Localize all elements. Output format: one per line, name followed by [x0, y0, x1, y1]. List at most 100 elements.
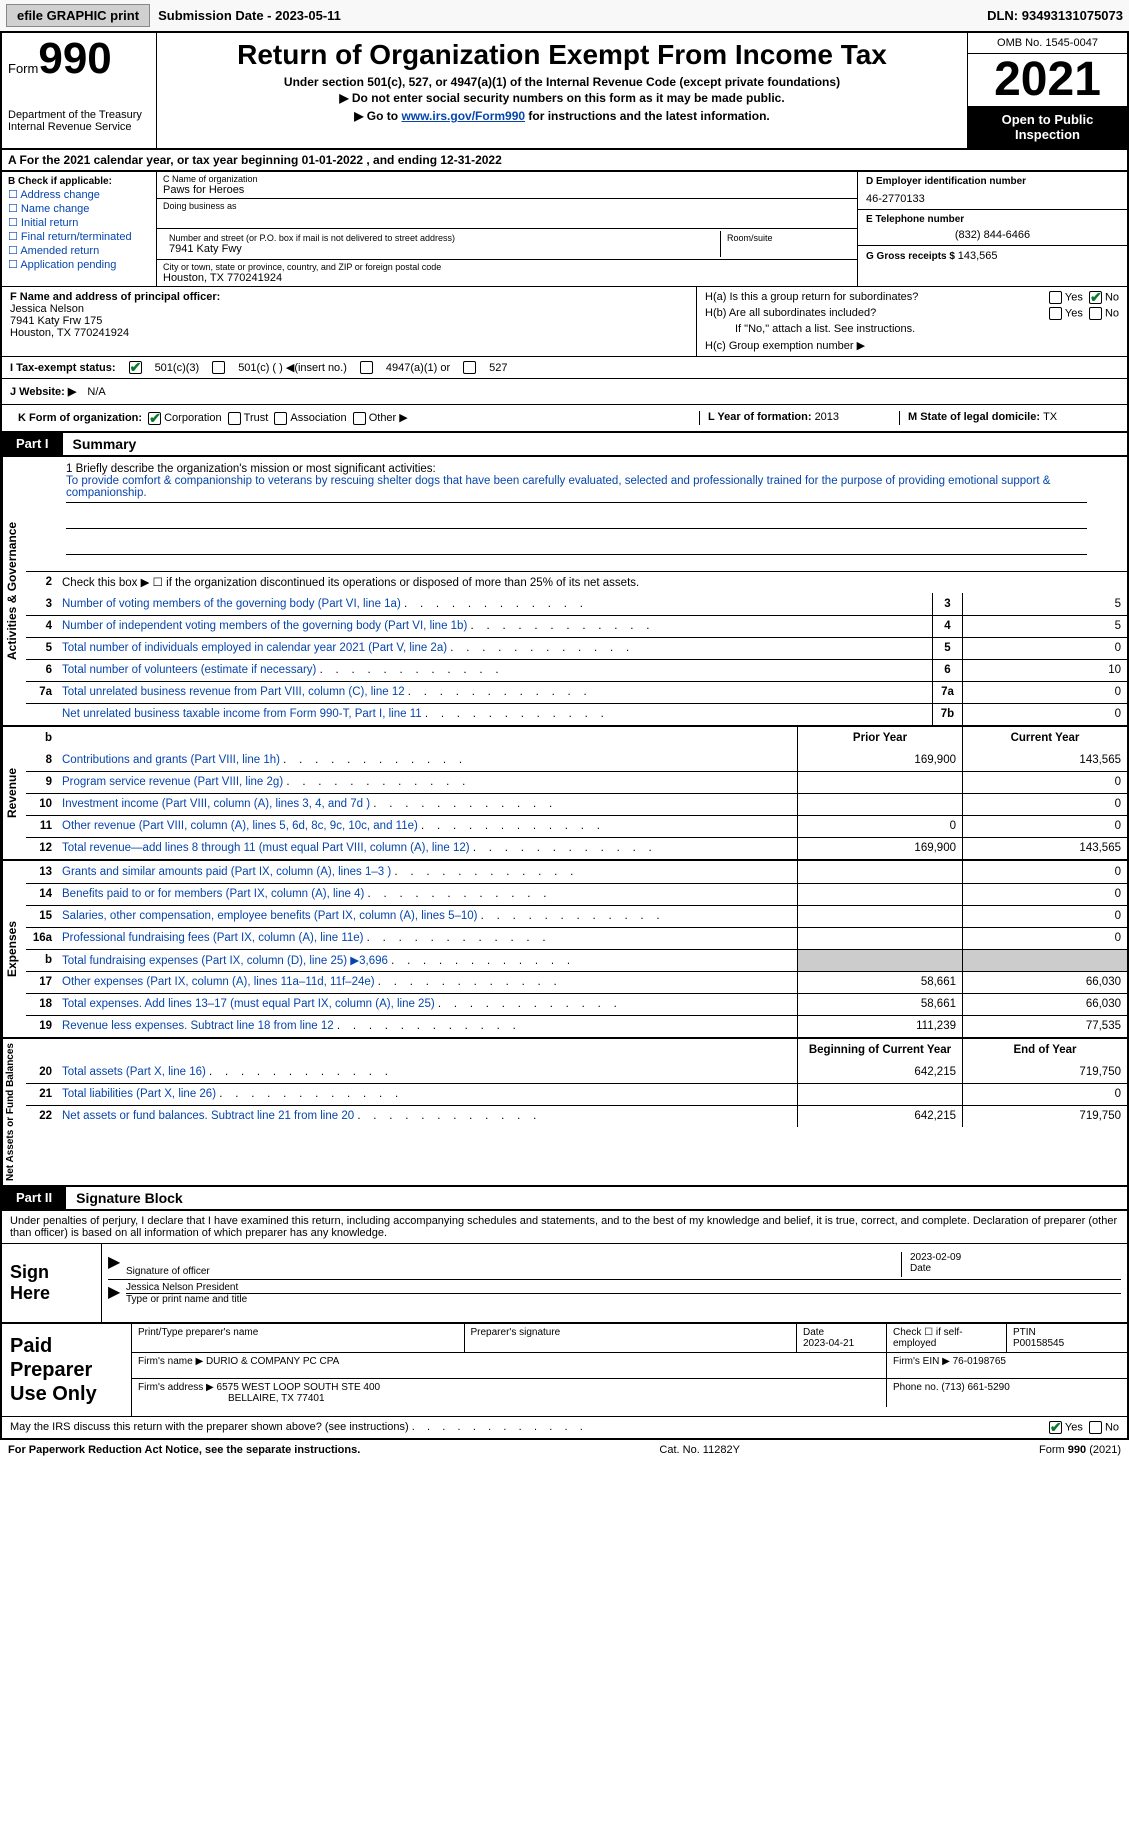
chk-501c[interactable]	[212, 361, 225, 374]
chk-corporation[interactable]	[148, 412, 161, 425]
form-number-block: Form990 Department of the Treasury Inter…	[2, 33, 157, 148]
chk-trust[interactable]	[228, 412, 241, 425]
summary-line: 20Total assets (Part X, line 16)642,2157…	[26, 1061, 1127, 1083]
part-1-header: Part I Summary	[0, 433, 1129, 457]
room-label: Room/suite	[727, 233, 845, 243]
col-prior: Prior Year	[797, 727, 962, 749]
irs-link[interactable]: www.irs.gov/Form990	[401, 109, 525, 123]
prep-date-label: Date	[803, 1327, 824, 1338]
efile-button[interactable]: efile GRAPHIC print	[6, 4, 150, 27]
section-c: C Name of organization Paws for Heroes D…	[157, 172, 857, 286]
summary-line: 17Other expenses (Part IX, column (A), l…	[26, 971, 1127, 993]
form-ref: Form 990 (2021)	[1039, 1444, 1121, 1456]
chk-final-return[interactable]: ☐ Final return/terminated	[8, 230, 150, 243]
paperwork-notice: For Paperwork Reduction Act Notice, see …	[8, 1444, 360, 1456]
dln: DLN: 93493131075073	[987, 8, 1123, 23]
chk-4947[interactable]	[360, 361, 373, 374]
ptin-label: PTIN	[1013, 1327, 1036, 1338]
tab-revenue: Revenue	[2, 727, 26, 859]
signature-intro: Under penalties of perjury, I declare th…	[0, 1211, 1129, 1243]
officer-name: Jessica Nelson	[10, 303, 688, 315]
tax-year: 2021	[968, 54, 1127, 106]
chk-initial-return[interactable]: ☐ Initial return	[8, 216, 150, 229]
form-title: Return of Organization Exempt From Incom…	[165, 39, 959, 71]
city-label: City or town, state or province, country…	[163, 262, 851, 272]
form-subtitle-1: Under section 501(c), 527, or 4947(a)(1)…	[165, 75, 959, 89]
firm-ein: 76-0198765	[953, 1356, 1006, 1367]
firm-addr2: BELLAIRE, TX 77401	[228, 1393, 325, 1404]
tab-activities: Activities & Governance	[2, 457, 26, 725]
summary-line: 13Grants and similar amounts paid (Part …	[26, 861, 1127, 883]
chk-address-change[interactable]: ☐ Address change	[8, 188, 150, 201]
summary-line: 18Total expenses. Add lines 13–17 (must …	[26, 993, 1127, 1015]
top-toolbar: efile GRAPHIC print Submission Date - 20…	[0, 0, 1129, 33]
part-2-header: Part II Signature Block	[0, 1187, 1129, 1211]
officer-addr1: 7941 Katy Frw 175	[10, 315, 688, 327]
firm-name: DURIO & COMPANY PC CPA	[206, 1356, 339, 1367]
arrow-icon: ▶	[108, 1252, 126, 1277]
summary-line: 3Number of voting members of the governi…	[26, 593, 1127, 615]
summary-line: 4Number of independent voting members of…	[26, 615, 1127, 637]
prep-name-label: Print/Type preparer's name	[132, 1324, 465, 1352]
state-domicile: TX	[1043, 411, 1057, 423]
sign-here-label: Sign Here	[2, 1244, 102, 1322]
summary-line: 5Total number of individuals employed in…	[26, 637, 1127, 659]
summary-line: 7aTotal unrelated business revenue from …	[26, 681, 1127, 703]
tax-year-line: A For the 2021 calendar year, or tax yea…	[0, 150, 1129, 172]
inspection-label: Open to Public Inspection	[968, 106, 1127, 148]
officer-label: F Name and address of principal officer:	[10, 291, 688, 303]
name-title-label: Type or print name and title	[126, 1294, 247, 1305]
omb-number: OMB No. 1545-0047	[968, 33, 1127, 54]
line-2: Check this box ▶ ☐ if the organization d…	[58, 573, 1127, 591]
ha-yes[interactable]	[1049, 291, 1062, 304]
year-formation-label: L Year of formation:	[708, 411, 815, 423]
part-1-title: Summary	[63, 433, 147, 455]
form-number: 990	[38, 34, 111, 83]
mission-text: To provide comfort & companionship to ve…	[66, 475, 1087, 503]
sig-officer-label: Signature of officer	[126, 1266, 210, 1277]
summary-line: 19Revenue less expenses. Subtract line 1…	[26, 1015, 1127, 1037]
summary-line: 22Net assets or fund balances. Subtract …	[26, 1105, 1127, 1127]
summary-line: Net unrelated business taxable income fr…	[26, 703, 1127, 725]
state-domicile-label: M State of legal domicile:	[908, 411, 1043, 423]
section-f: F Name and address of principal officer:…	[2, 287, 697, 356]
officer-printed-name: Jessica Nelson President	[126, 1282, 1121, 1294]
prep-self-employed[interactable]: Check ☐ if self-employed	[887, 1324, 1007, 1352]
summary-line: 10Investment income (Part VIII, column (…	[26, 793, 1127, 815]
summary-line: 9Program service revenue (Part VIII, lin…	[26, 771, 1127, 793]
col-end: End of Year	[962, 1039, 1127, 1061]
chk-amended-return[interactable]: ☐ Amended return	[8, 244, 150, 257]
discuss-yes[interactable]	[1049, 1421, 1062, 1434]
chk-application-pending[interactable]: ☐ Application pending	[8, 258, 150, 271]
chk-501c3[interactable]	[129, 361, 142, 374]
chk-other[interactable]	[353, 412, 366, 425]
chk-association[interactable]	[274, 412, 287, 425]
org-name: Paws for Heroes	[163, 184, 851, 196]
section-b: B Check if applicable: ☐ Address change …	[2, 172, 157, 286]
ha-row: H(a) Is this a group return for subordin…	[705, 291, 1119, 303]
chk-527[interactable]	[463, 361, 476, 374]
department-label: Department of the Treasury Internal Reve…	[8, 109, 150, 133]
city-state-zip: Houston, TX 770241924	[163, 272, 851, 284]
section-bcd: B Check if applicable: ☐ Address change …	[0, 172, 1129, 286]
section-fh: F Name and address of principal officer:…	[0, 286, 1129, 356]
summary-line: 11Other revenue (Part VIII, column (A), …	[26, 815, 1127, 837]
officer-addr2: Houston, TX 770241924	[10, 327, 688, 339]
addr-label: Number and street (or P.O. box if mail i…	[169, 233, 714, 243]
discuss-question: May the IRS discuss this return with the…	[10, 1421, 409, 1433]
hb-yes[interactable]	[1049, 307, 1062, 320]
row-k: K Form of organization: Corporation Trus…	[0, 404, 1129, 433]
hb-no[interactable]	[1089, 307, 1102, 320]
sig-date: 2023-02-09	[910, 1252, 1121, 1263]
hc-row: H(c) Group exemption number ▶	[705, 339, 1119, 352]
tab-expenses: Expenses	[2, 861, 26, 1037]
ein-label: D Employer identification number	[866, 176, 1119, 187]
form-title-block: Return of Organization Exempt From Incom…	[157, 33, 967, 148]
catalog-number: Cat. No. 11282Y	[360, 1444, 1039, 1456]
firm-ein-label: Firm's EIN ▶	[893, 1356, 950, 1367]
ha-no[interactable]	[1089, 291, 1102, 304]
chk-name-change[interactable]: ☐ Name change	[8, 202, 150, 215]
summary-line: 21Total liabilities (Part X, line 26)0	[26, 1083, 1127, 1105]
discuss-no[interactable]	[1089, 1421, 1102, 1434]
prep-date: 2023-04-21	[803, 1338, 854, 1349]
